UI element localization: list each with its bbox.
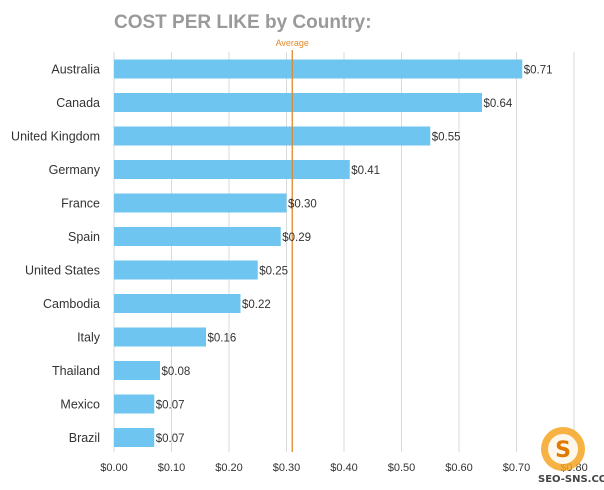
bar <box>114 93 482 112</box>
value-label: $0.08 <box>162 366 191 378</box>
category-label: Australia <box>51 63 100 77</box>
value-label: $0.29 <box>282 232 311 244</box>
x-tick-label: $0.40 <box>330 462 358 474</box>
chart-title: COST PER LIKE by Country: <box>114 12 372 33</box>
x-tick-label: $0.20 <box>215 462 243 474</box>
value-label: $0.22 <box>242 299 271 311</box>
value-label: $0.41 <box>351 165 380 177</box>
x-tick-label: $0.60 <box>445 462 473 474</box>
value-label: $0.07 <box>156 400 185 412</box>
value-label: $0.07 <box>156 433 185 445</box>
category-label: Mexico <box>60 398 100 412</box>
x-tick-label: $0.00 <box>100 462 128 474</box>
bar <box>114 160 350 179</box>
value-label: $0.30 <box>288 199 317 211</box>
category-label: Thailand <box>52 364 100 378</box>
bar <box>114 428 155 447</box>
x-tick-label: $0.10 <box>158 462 186 474</box>
value-label: $0.64 <box>484 98 513 110</box>
bar <box>114 193 287 213</box>
bar <box>114 126 431 146</box>
category-label: Brazil <box>69 431 100 445</box>
bars <box>114 59 523 447</box>
labels: $0.00 $0.10 $0.20 $0.30 $0.40 $0.50 $0.60 $0.70… <box>11 38 588 474</box>
gridlines <box>113 52 575 452</box>
average-label: Average <box>276 38 309 48</box>
bar <box>114 59 523 79</box>
watermark-logo-icon: S <box>541 427 585 471</box>
value-label: $0.25 <box>259 266 288 278</box>
bar <box>114 227 281 246</box>
category-label: Germany <box>49 163 101 177</box>
svg-text:S: S <box>555 438 571 463</box>
bar <box>114 294 241 313</box>
category-label: Italy <box>77 331 101 345</box>
category-label: United States <box>25 264 100 278</box>
x-tick-label: $0.70 <box>503 462 531 474</box>
x-tick-label: $0.50 <box>388 462 416 474</box>
watermark-text: SEO-SNS.COM <box>538 474 604 485</box>
x-tick-label: $0.30 <box>273 462 301 474</box>
category-label: United Kingdom <box>11 130 100 144</box>
bar <box>114 361 160 380</box>
bar <box>114 260 258 280</box>
value-label: $0.16 <box>208 333 237 345</box>
value-label: $0.71 <box>524 65 553 77</box>
category-label: Canada <box>56 96 100 110</box>
bar <box>114 327 206 347</box>
value-label: $0.55 <box>432 132 461 144</box>
category-label: Cambodia <box>43 297 100 311</box>
category-label: Spain <box>68 230 100 244</box>
bar <box>114 394 155 414</box>
category-label: France <box>61 197 100 211</box>
